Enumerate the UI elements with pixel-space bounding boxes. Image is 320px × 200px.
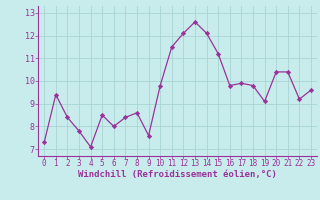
X-axis label: Windchill (Refroidissement éolien,°C): Windchill (Refroidissement éolien,°C) (78, 170, 277, 179)
